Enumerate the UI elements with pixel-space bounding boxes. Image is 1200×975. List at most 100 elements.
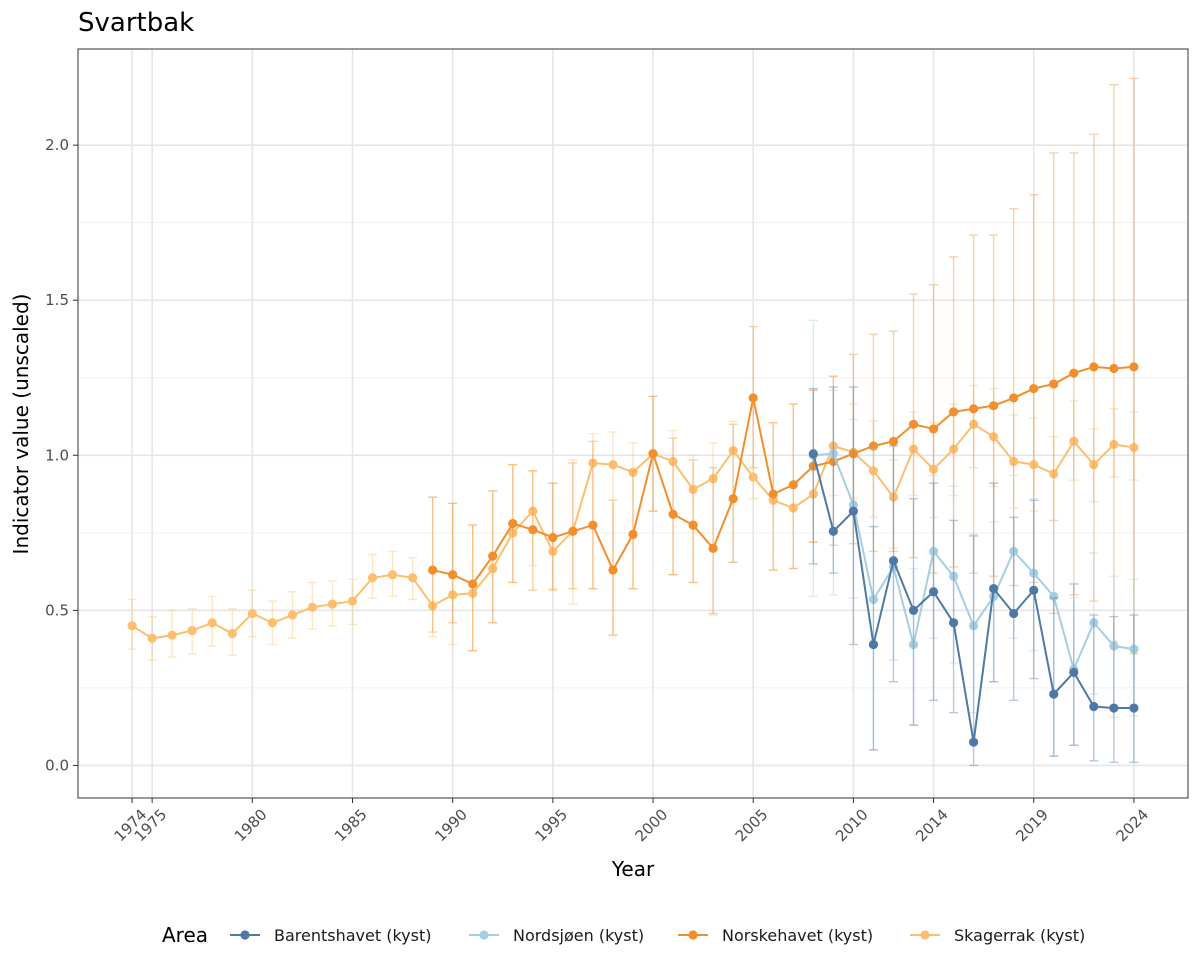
data-point <box>1109 703 1119 713</box>
error-bar <box>929 474 939 639</box>
data-point <box>1089 459 1099 470</box>
x-tick-label: 2024 <box>1112 806 1152 846</box>
data-point <box>668 456 678 467</box>
y-tick-label: 0.5 <box>45 601 69 619</box>
error-bar <box>1129 614 1139 764</box>
legend-item: Nordsjøen (kyst) <box>469 926 644 945</box>
series <box>808 386 1139 767</box>
error-bar <box>448 502 458 624</box>
data-point <box>207 618 217 628</box>
legend-label: Norskehavet (kyst) <box>722 926 873 945</box>
data-point <box>948 618 959 628</box>
data-point <box>868 441 879 451</box>
x-tick-label: 2014 <box>912 806 952 846</box>
data-point <box>1049 379 1059 389</box>
legend-item: Barentshavet (kyst) <box>230 926 431 945</box>
legend-item: Skagerrak (kyst) <box>910 926 1085 945</box>
data-point <box>1069 368 1079 378</box>
x-axis-title: Year <box>611 857 655 881</box>
data-point <box>1129 362 1139 372</box>
data-point <box>448 570 458 580</box>
error-bar <box>1049 597 1059 757</box>
data-point <box>468 579 478 589</box>
error-bar <box>1069 583 1079 746</box>
data-point <box>1089 701 1099 712</box>
data-point <box>989 432 999 442</box>
x-tick-label: 2005 <box>732 806 772 846</box>
error-bar <box>969 535 979 767</box>
data-point <box>488 563 498 574</box>
x-tick-label: 2010 <box>832 806 872 846</box>
error-bar <box>989 521 999 683</box>
legend-label: Nordsjøen (kyst) <box>513 926 644 945</box>
panel-background <box>78 49 1188 798</box>
legend-title: Area <box>162 923 208 947</box>
data-point <box>969 737 979 747</box>
data-point <box>948 444 959 454</box>
legend-label: Skagerrak (kyst) <box>954 926 1085 945</box>
data-point <box>528 506 538 516</box>
data-point <box>227 629 237 639</box>
data-point <box>428 565 438 575</box>
data-point <box>167 630 177 640</box>
data-point <box>508 518 518 529</box>
plot-panel <box>77 48 1189 799</box>
data-point <box>828 441 838 451</box>
data-point <box>948 407 959 417</box>
data-point <box>588 520 598 530</box>
data-point <box>648 449 658 459</box>
data-point <box>1129 644 1139 654</box>
x-tick-label: 1985 <box>331 806 371 846</box>
data-point <box>1009 546 1019 557</box>
data-point <box>1049 689 1059 699</box>
data-point <box>788 480 798 490</box>
data-point <box>1009 393 1019 403</box>
data-point <box>468 588 478 598</box>
data-point <box>768 489 778 499</box>
error-bar <box>1109 615 1119 764</box>
data-point <box>548 532 558 543</box>
data-point <box>247 608 257 619</box>
x-tick-label: 2000 <box>632 806 672 846</box>
series <box>428 77 1139 655</box>
data-point <box>387 570 398 580</box>
data-point <box>989 584 999 594</box>
error-bar <box>428 496 438 633</box>
x-tick-label: 1995 <box>531 806 571 846</box>
data-point <box>928 424 939 434</box>
series <box>808 319 1139 757</box>
error-bar <box>808 387 818 565</box>
data-point <box>688 520 698 530</box>
error-bar <box>668 437 678 576</box>
data-point <box>908 605 919 615</box>
data-point <box>868 594 879 605</box>
data-point <box>728 446 738 456</box>
error-bar <box>1089 614 1099 762</box>
data-point <box>1089 362 1099 372</box>
data-point <box>989 401 999 411</box>
error-bar <box>708 442 718 616</box>
data-point <box>588 458 598 468</box>
legend-key-point <box>920 930 930 940</box>
data-point <box>608 565 618 575</box>
error-bar <box>1009 516 1019 702</box>
error-bar <box>989 482 999 683</box>
x-tick-label: 2019 <box>1012 806 1052 846</box>
data-point <box>548 546 558 557</box>
legend-key-point <box>479 930 489 940</box>
data-point <box>528 525 538 535</box>
data-point <box>928 587 939 597</box>
data-point <box>808 449 818 459</box>
data-point <box>668 509 678 519</box>
y-axis-title: Indicator value (unscaled) <box>9 294 33 555</box>
data-point <box>688 484 698 495</box>
error-bar <box>828 375 838 497</box>
data-point <box>1069 667 1079 677</box>
data-point <box>568 526 578 536</box>
data-point <box>287 610 297 620</box>
data-point <box>928 464 939 474</box>
data-point <box>888 436 899 446</box>
data-point <box>1049 469 1059 479</box>
data-point <box>969 621 979 631</box>
